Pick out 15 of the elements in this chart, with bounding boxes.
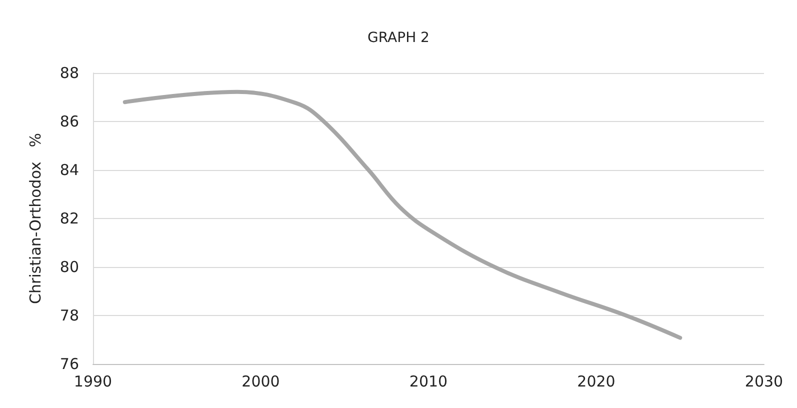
y-tick-label: 80 <box>60 258 79 276</box>
y-tick-label: 78 <box>60 306 79 324</box>
chart-title: GRAPH 2 <box>368 30 430 46</box>
y-tick-label: 82 <box>60 210 79 228</box>
x-tick-label: 2030 <box>744 372 784 390</box>
y-tick-label: 84 <box>60 161 79 179</box>
x-tick-label: 2000 <box>242 372 280 390</box>
x-tick-label: 2020 <box>577 372 616 390</box>
x-tick-label: 1990 <box>74 372 112 390</box>
y-tick-label: 86 <box>60 112 79 130</box>
y-tick-label: 88 <box>60 64 79 82</box>
y-axis-title: Christian-Orthodox % <box>26 133 44 304</box>
y-tick-label: 76 <box>60 355 79 373</box>
line-series <box>122 90 682 340</box>
x-tick-label: 2010 <box>409 372 448 390</box>
